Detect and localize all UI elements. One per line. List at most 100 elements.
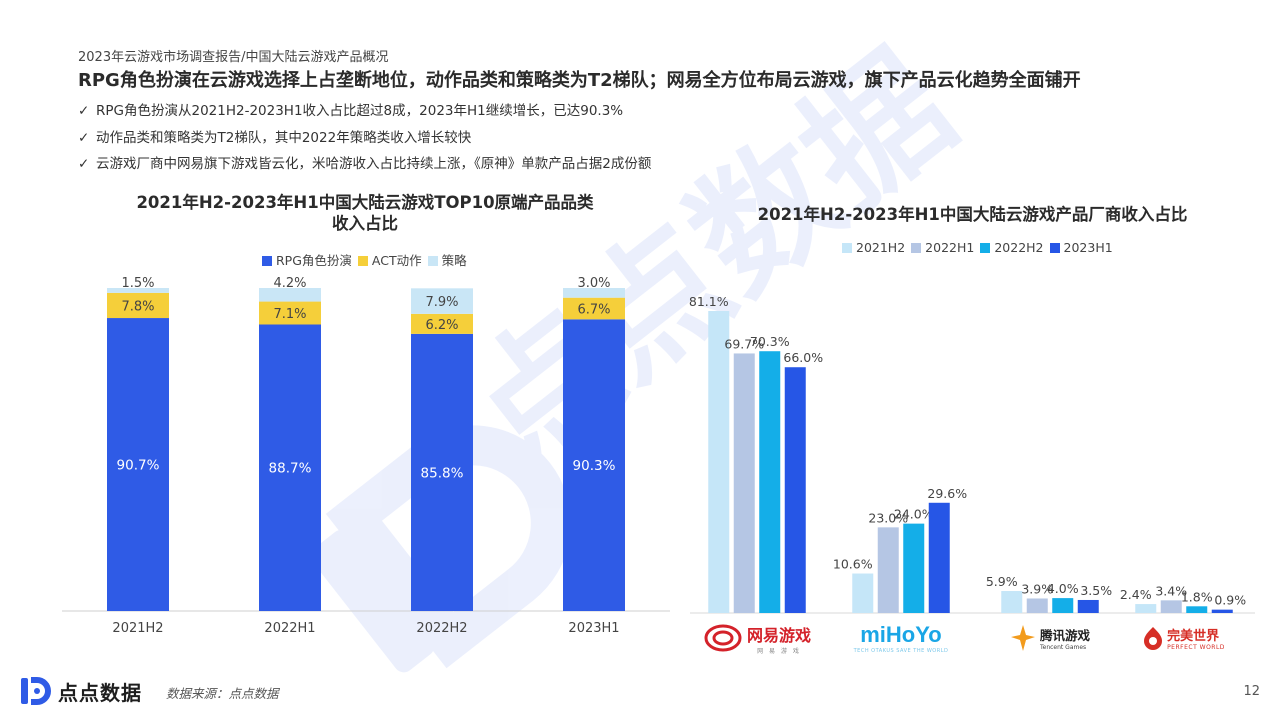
left-data-label: 3.0% bbox=[577, 276, 610, 291]
left-chart-title: 2021年H2-2023年H1中国大陆云游戏TOP10原端产品品类 收入占比 bbox=[136, 193, 594, 233]
right-bar-腾讯游戏-2021H2 bbox=[1001, 591, 1023, 613]
right-data-label: 66.0% bbox=[783, 350, 823, 365]
left-category-label: 2022H2 bbox=[416, 621, 467, 636]
left-data-label: 4.2% bbox=[273, 276, 306, 291]
legend-label: 2021H2 bbox=[856, 240, 906, 255]
check-icon: ✓ bbox=[78, 156, 90, 172]
left-bar-2022H2-2 bbox=[411, 288, 473, 314]
right-bar-腾讯游戏-2022H2 bbox=[1052, 598, 1074, 613]
legend-item: ACT动作 bbox=[357, 250, 422, 269]
legend-swatch bbox=[1049, 243, 1060, 253]
left-bar-2023H1-1 bbox=[563, 297, 625, 320]
right-data-label: 3.5% bbox=[1080, 583, 1112, 598]
right-data-label: 1.8% bbox=[1181, 589, 1213, 604]
footer-brand: 点点数据 bbox=[20, 676, 142, 706]
legend-swatch bbox=[262, 256, 272, 266]
diandian-logo-icon bbox=[21, 677, 51, 705]
legend-swatch bbox=[427, 256, 438, 266]
bullet-list: ✓ RPG角色扮演从2021H2-2023H1收入占比超过8成，2023年H1继续… bbox=[78, 98, 651, 178]
vendor-logo-mihoyo: miHoYo TECH OTAKUS SAVE THE WORLD bbox=[853, 622, 949, 654]
page-number: 12 bbox=[1243, 684, 1260, 699]
right-data-label: 10.6% bbox=[833, 557, 873, 572]
left-bar-2022H2-0 bbox=[411, 333, 473, 611]
left-category-label: 2022H1 bbox=[264, 621, 315, 636]
vendor-logo-netease: 网易游戏 网 易 游 戏 bbox=[696, 620, 818, 656]
right-data-label: 69.7% bbox=[724, 336, 764, 351]
left-data-label: 88.7% bbox=[269, 461, 312, 477]
mihoyo-logo-icon: miHoYo bbox=[860, 622, 942, 647]
right-bar-miHoYo-2022H2 bbox=[903, 523, 925, 613]
legend-label: ACT动作 bbox=[371, 253, 422, 268]
brand-name: 点点数据 bbox=[58, 680, 142, 705]
legend-swatch bbox=[357, 256, 368, 266]
right-bar-miHoYo-2022H1 bbox=[877, 527, 899, 613]
right-data-label: 2.4% bbox=[1120, 587, 1152, 602]
left-bar-2021H2-2 bbox=[107, 288, 169, 293]
left-bar-2022H1-0 bbox=[259, 324, 321, 611]
legend-label: 2023H1 bbox=[1063, 240, 1113, 255]
legend-item: 策略 bbox=[427, 250, 467, 269]
left-bar-2022H1-2 bbox=[259, 288, 321, 302]
right-data-label: 3.4% bbox=[1155, 583, 1187, 598]
vendor-logo-perfectworld: 完美世界 PERFECT WORLD bbox=[1136, 620, 1232, 656]
legend-label: 2022H2 bbox=[994, 240, 1044, 255]
left-data-label: 6.2% bbox=[425, 318, 458, 333]
right-data-label: 81.1% bbox=[689, 294, 729, 309]
right-bar-腾讯游戏-2023H1 bbox=[1077, 599, 1099, 613]
check-icon: ✓ bbox=[78, 103, 90, 119]
right-data-label: 70.3% bbox=[750, 334, 790, 349]
left-data-label: 7.8% bbox=[121, 299, 154, 314]
legend-swatch bbox=[842, 243, 852, 253]
legend-swatch bbox=[911, 243, 922, 253]
right-bar-网易游戏-2023H1 bbox=[784, 367, 806, 613]
right-data-label: 3.9% bbox=[1021, 581, 1053, 596]
left-bar-2022H2-1 bbox=[411, 313, 473, 334]
right-data-label: 0.9% bbox=[1214, 593, 1246, 608]
right-data-label: 4.0% bbox=[1047, 581, 1079, 596]
left-data-label: 7.1% bbox=[273, 307, 306, 322]
right-bar-网易游戏-2021H2 bbox=[708, 311, 730, 613]
left-category-label: 2021H2 bbox=[112, 621, 163, 636]
right-data-label: 23.0% bbox=[868, 510, 908, 525]
check-icon: ✓ bbox=[78, 129, 90, 146]
left-data-label: 6.7% bbox=[577, 303, 610, 318]
data-source: 数据来源：点点数据 bbox=[166, 686, 279, 701]
right-chart-legend: 2021H2 2022H1 2022H2 2023H1 bbox=[842, 240, 1119, 255]
tencent-logo-icon bbox=[1010, 625, 1035, 651]
right-bar-网易游戏-2022H2 bbox=[759, 351, 781, 613]
left-data-label: 90.7% bbox=[117, 458, 160, 474]
right-bar-miHoYo-2023H1 bbox=[928, 502, 950, 613]
legend-label: RPG角色扮演 bbox=[276, 253, 352, 268]
legend-item: 2023H1 bbox=[1049, 240, 1113, 255]
legend-label: 策略 bbox=[441, 253, 467, 268]
left-bar-2023H1-0 bbox=[563, 319, 625, 611]
perfectworld-logo-icon bbox=[1144, 627, 1163, 650]
legend-item: 2021H2 bbox=[842, 240, 905, 255]
breadcrumb: 2023年云游戏市场调查报告/中国大陆云游戏产品概况 bbox=[78, 50, 389, 65]
left-category-label: 2023H1 bbox=[568, 621, 619, 636]
left-chart-legend: RPG角色扮演 ACT动作 策略 bbox=[262, 250, 473, 269]
right-bar-完美世界-2022H2 bbox=[1186, 606, 1208, 613]
left-data-label: 90.3% bbox=[573, 458, 616, 474]
left-data-label: 7.9% bbox=[425, 295, 458, 310]
left-bar-2023H1-2 bbox=[563, 288, 625, 298]
page-headline: RPG角色扮演在云游戏选择上占垄断地位，动作品类和策略类为T2梯队；网易全方位布… bbox=[78, 70, 1081, 91]
right-data-label: 29.6% bbox=[927, 486, 967, 501]
left-bar-2022H1-1 bbox=[259, 301, 321, 325]
legend-item: 2022H2 bbox=[980, 240, 1044, 255]
right-chart-title: 2021年H2-2023年H1中国大陆云游戏产品厂商收入占比 bbox=[757, 205, 1188, 224]
vendor-logo-tencent: 腾讯游戏 Tencent Games bbox=[996, 620, 1104, 656]
legend-label: 2022H1 bbox=[925, 240, 975, 255]
bullet-item: ✓ RPG角色扮演从2021H2-2023H1收入占比超过8成，2023年H1继续… bbox=[78, 98, 651, 125]
legend-item: RPG角色扮演 bbox=[262, 250, 352, 269]
left-data-label: 1.5% bbox=[121, 276, 154, 291]
right-data-label: 5.9% bbox=[986, 574, 1018, 589]
right-bar-完美世界-2021H2 bbox=[1135, 604, 1157, 613]
right-bar-网易游戏-2022H1 bbox=[733, 353, 755, 613]
right-bar-miHoYo-2021H2 bbox=[852, 573, 874, 613]
legend-item: 2022H1 bbox=[911, 240, 974, 255]
left-bar-2021H2-1 bbox=[107, 292, 169, 319]
right-bar-完美世界-2023H1 bbox=[1211, 609, 1233, 613]
right-bar-完美世界-2022H1 bbox=[1160, 600, 1182, 613]
